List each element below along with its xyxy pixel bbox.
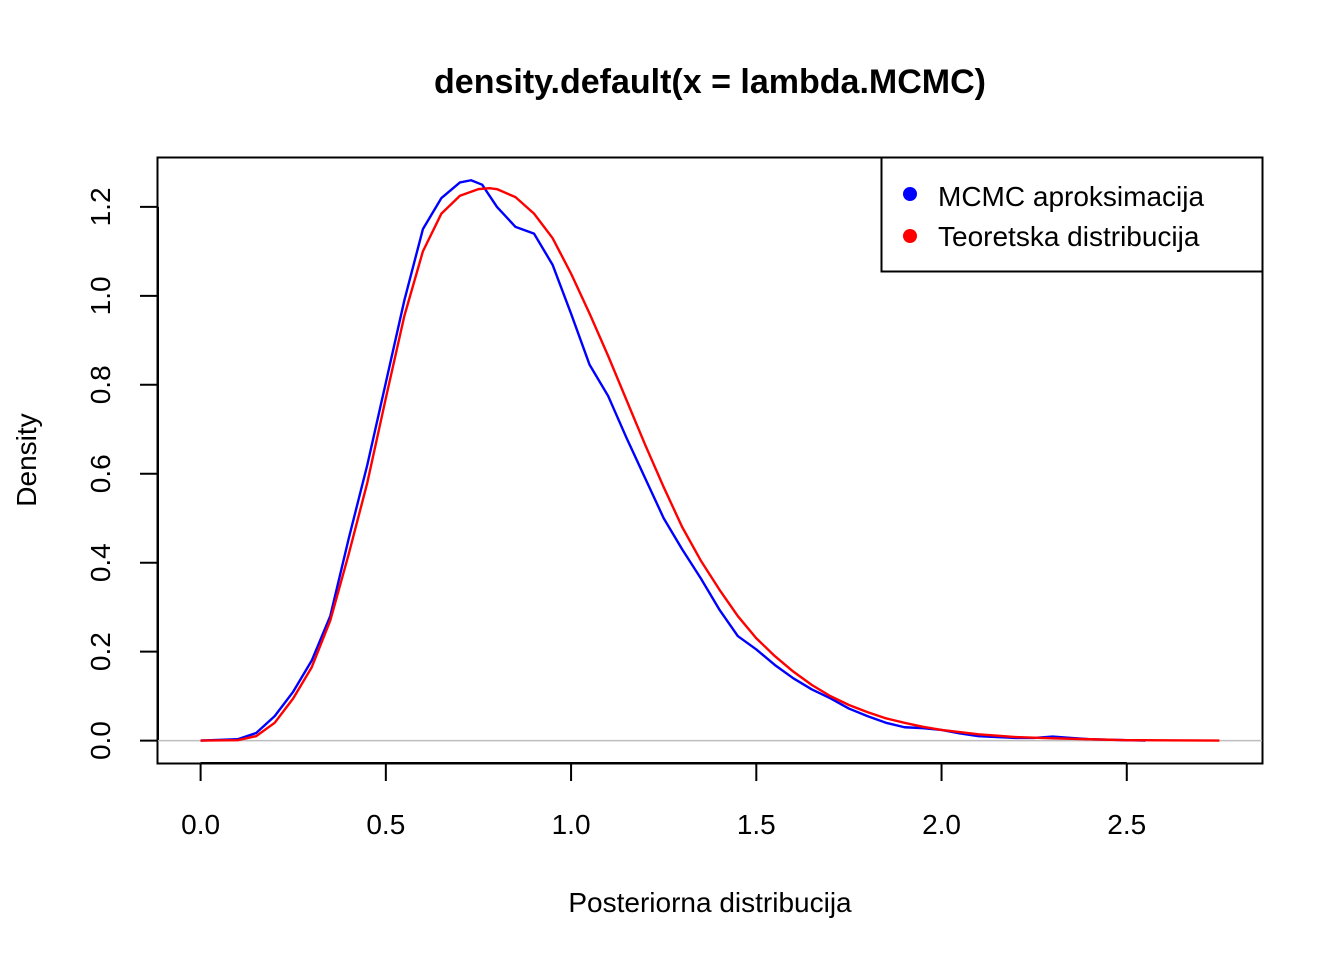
legend-label-theoretical: Teoretska distribucija bbox=[938, 221, 1200, 252]
legend-label-mcmc: MCMC aproksimacija bbox=[938, 181, 1204, 212]
x-tick-label: 2.0 bbox=[922, 809, 961, 840]
series-line-theoretical bbox=[200, 187, 1220, 742]
legend-marker-theoretical bbox=[903, 229, 917, 243]
y-axis-label: Density bbox=[11, 413, 42, 506]
y-tick-label: 0.4 bbox=[85, 543, 116, 582]
x-axis-label: Posteriorna distribucija bbox=[568, 887, 852, 918]
chart-title: density.default(x = lambda.MCMC) bbox=[434, 63, 986, 101]
legend-box bbox=[880, 156, 1264, 273]
legend-marker-mcmc bbox=[903, 187, 917, 201]
y-tick-label: 1.0 bbox=[85, 276, 116, 315]
x-tick-label: 1.5 bbox=[737, 809, 776, 840]
x-axis: 0.0 0.5 1.0 1.5 2.0 2.5 bbox=[181, 762, 1146, 840]
y-tick-label: 0.8 bbox=[85, 365, 116, 404]
x-tick-label: 0.0 bbox=[181, 809, 220, 840]
x-tick-label: 2.5 bbox=[1107, 809, 1146, 840]
x-tick-label: 0.5 bbox=[366, 809, 405, 840]
y-tick-label: 0.6 bbox=[85, 454, 116, 493]
series-group bbox=[200, 179, 1220, 742]
x-tick-label: 1.0 bbox=[552, 809, 591, 840]
y-axis: 0.0 0.2 0.4 0.6 0.8 1.0 1.2 bbox=[85, 187, 159, 760]
y-tick-label: 1.2 bbox=[85, 187, 116, 226]
series-line-mcmc bbox=[200, 179, 1146, 742]
y-tick-label: 0.2 bbox=[85, 632, 116, 671]
y-tick-label: 0.0 bbox=[85, 721, 116, 760]
legend: MCMC aproksimacija Teoretska distribucij… bbox=[880, 156, 1264, 273]
